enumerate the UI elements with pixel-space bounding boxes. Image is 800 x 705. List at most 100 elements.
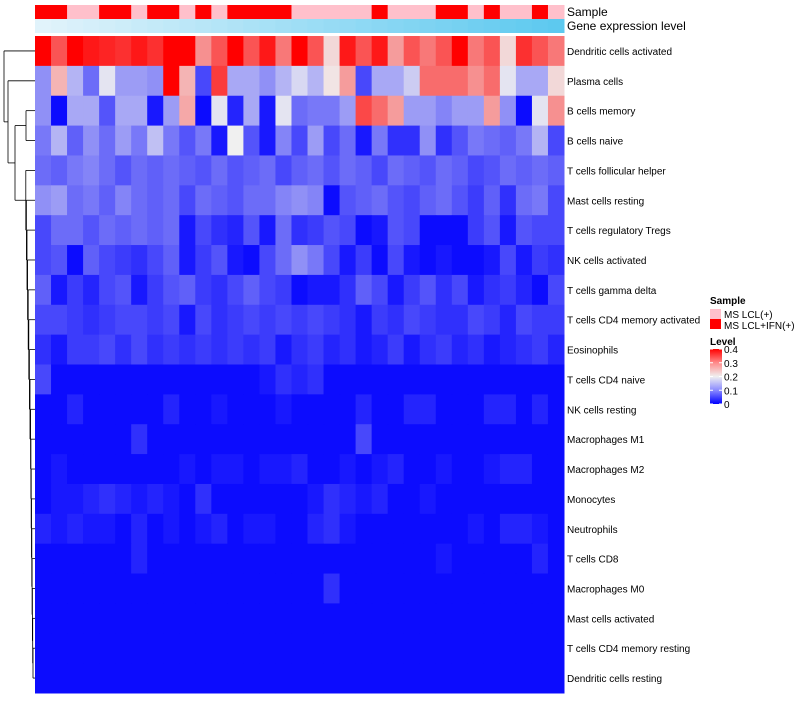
heatmap-cell [35,364,52,395]
heatmap-cell [531,603,549,634]
heatmap-cell [35,394,52,425]
sample-annotation-cell [243,5,260,19]
heatmap-cell [403,334,421,365]
heatmap-cell [83,543,100,575]
heatmap-cell [163,334,180,365]
heatmap-cell [131,215,148,246]
sample-annotation-cell [451,5,469,19]
expression-annotation-cell [179,19,196,33]
heatmap-cell [195,364,212,395]
sample-annotation-cell [195,5,212,19]
heatmap-cell [195,513,212,545]
heatmap-cell [451,95,469,127]
heatmap-cell [339,245,357,276]
heatmap-cell [547,36,565,67]
heatmap-cell [499,155,517,186]
heatmap-cell [227,633,244,664]
heatmap-cell [227,274,244,306]
heatmap-cell [83,274,100,306]
heatmap-cell [147,155,164,186]
heatmap-cell [371,483,389,515]
heatmap-cell [51,603,68,634]
row-label: Neutrophils [567,525,618,536]
sample-annotation-cell [371,5,389,19]
heatmap-cell [499,215,517,246]
expression-annotation-cell [323,19,341,33]
heatmap-cell [467,364,485,395]
heatmap-cell [291,304,309,336]
heatmap-cell [387,663,405,694]
heatmap-cell [547,125,565,156]
heatmap-cell [355,274,373,306]
heatmap-cell [531,364,549,395]
annotation-label: Gene expression level [567,19,686,33]
heatmap-cell [115,364,132,395]
heatmap-cell [339,424,357,455]
heatmap-cell [195,185,212,216]
heatmap-cell [435,185,453,216]
heatmap-cell [51,245,68,276]
heatmap-cell [547,573,565,604]
heatmap-cell [147,95,164,127]
heatmap-cell [355,155,373,186]
heatmap-cell [67,483,84,515]
heatmap-cell [275,155,292,186]
heatmap-cell [371,185,389,216]
sample-annotation-cell [67,5,84,19]
heatmap-cell [275,334,292,365]
heatmap-cell [467,663,485,694]
heatmap-cell [147,573,164,604]
heatmap-cell [531,215,549,246]
sample-legend-label-ms-lcl: MS LCL(+) [724,310,773,321]
heatmap-cell [307,125,325,156]
heatmap-cell [115,125,132,156]
heatmap-cell [307,663,325,694]
heatmap-cell [147,65,164,97]
heatmap-cell [419,36,437,67]
sample-annotation-cell [323,5,341,19]
heatmap-cell [179,424,196,455]
heatmap-cell [355,543,373,575]
heatmap-cell [515,65,533,97]
sample-legend-swatch-ms-lcl [710,309,721,319]
heatmap-cell [323,125,341,156]
expression-annotation-cell [35,19,52,33]
expression-annotation-cell [355,19,373,33]
sample-annotation-cell [211,5,228,19]
heatmap-cell [163,394,180,425]
heatmap-cell [419,394,437,425]
level-tick-label: 0 [724,400,730,411]
row-label: Monocytes [567,495,615,506]
sample-annotation-cell [419,5,437,19]
heatmap-cell [243,36,260,67]
heatmap-cell [323,364,341,395]
expression-annotation-cell [307,19,325,33]
heatmap-cell [467,573,485,604]
heatmap-cell [531,155,549,186]
heatmap-cell [323,185,341,216]
heatmap-cell [547,155,565,186]
heatmap-cell [51,125,68,156]
heatmap-cell [195,215,212,246]
heatmap-cell [163,513,180,545]
heatmap-cell [435,364,453,395]
heatmap-cell [451,603,469,634]
heatmap-cell [131,274,148,306]
heatmap-cell [243,245,260,276]
heatmap-cell [131,95,148,127]
heatmap-cell [531,663,549,694]
heatmap-cell [371,364,389,395]
heatmap-cell [67,304,84,336]
heatmap-cell [275,245,292,276]
heatmap-cell [323,155,341,186]
heatmap-cell [403,65,421,97]
heatmap-cell [451,334,469,365]
heatmap-cell [403,483,421,515]
heatmap-cell [179,364,196,395]
heatmap-cell [259,155,276,186]
heatmap-cell [483,334,501,365]
heatmap-cell [307,633,325,664]
heatmap-cell [419,155,437,186]
sample-annotation-cell [339,5,357,19]
heatmap-cell [211,513,228,545]
